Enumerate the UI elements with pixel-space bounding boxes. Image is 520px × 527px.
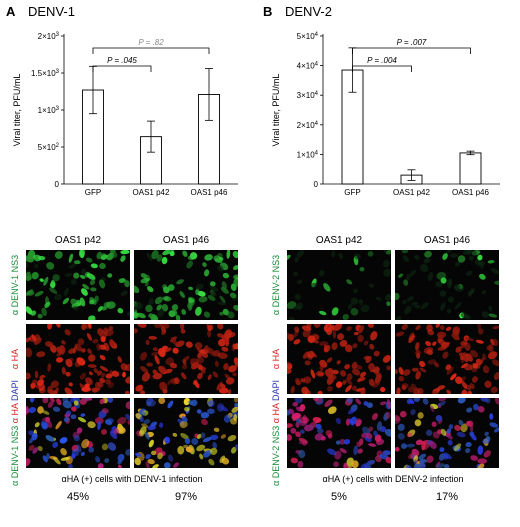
bar-oas1-p46 (459, 152, 482, 185)
micrograph-green-oas1-p46 (134, 250, 238, 320)
micrograph-red-oas1-p46 (395, 324, 499, 394)
micrograph-green-oas1-p42 (26, 250, 130, 320)
micrograph-green-oas1-p46 (395, 250, 499, 320)
panel-b-title: DENV-2 (285, 4, 332, 19)
p-value-label: P = .045 (107, 56, 137, 65)
row-label: α HA (271, 349, 281, 369)
footnote: αHA (+) cells with DENV-2 infection (322, 474, 463, 484)
x-category-label: OAS1 p46 (452, 188, 489, 197)
micrograph-merge-oas1-p42 (26, 398, 130, 468)
y-tick-label: 2×103 (38, 32, 60, 41)
row-label: α DENV-1 NS3 α HA DAPI (10, 380, 20, 486)
y-tick-label: 3×104 (297, 91, 319, 100)
column-header: OAS1 p42 (316, 235, 363, 246)
chart-denv2: 0 1×104 2×104 3×104 4×104 5×104 Viral titer, P… (271, 32, 500, 197)
y-tick-label: 4×104 (297, 62, 319, 71)
micrograph-red-oas1-p42 (26, 324, 130, 394)
micrograph-merge-oas1-p46 (395, 398, 499, 468)
percent-label: 45% (67, 491, 89, 503)
chart-denv1: 0 5×102 1×103 1.5×103 2×103 Viral titer, PFU/… (12, 32, 238, 197)
row-label: α DENV-2 NS3 α HA DAPI (271, 380, 281, 486)
significance-bracket (352, 47, 471, 54)
micrograph-green-oas1-p42 (287, 250, 391, 320)
percent-label: 17% (436, 491, 458, 503)
p-value-label: P = .007 (397, 38, 427, 47)
micrograph-grid-denv2: OAS1 p42 OAS1 p46 α DENV-2 NS3 α HA α DENV-2… (271, 235, 499, 503)
y-tick-label: 1.5×103 (31, 69, 60, 78)
error-bar (466, 150, 475, 156)
x-category-label: OAS1 p42 (393, 188, 430, 197)
y-tick-label: 5×104 (297, 32, 319, 41)
y-tick-label: 0 (55, 180, 60, 189)
footnote: αHA (+) cells with DENV-1 infection (61, 474, 202, 484)
y-tick-label: 0 (314, 180, 319, 189)
y-tick-label: 1×103 (38, 106, 60, 115)
row-label: α DENV-2 NS3 (271, 255, 281, 315)
y-axis-title: Viral titer, PFU/mL (271, 74, 281, 147)
panel-a-title: DENV-1 (28, 4, 75, 19)
micrograph-merge-oas1-p46 (134, 398, 238, 468)
error-bar (407, 169, 416, 181)
y-tick-label: 1×104 (297, 150, 319, 159)
y-tick-label: 2×104 (297, 121, 319, 130)
p-value-label: P = .82 (138, 38, 164, 47)
micrograph-red-oas1-p42 (287, 324, 391, 394)
x-category-label: GFP (85, 188, 101, 197)
error-bar (147, 120, 155, 153)
x-category-label: OAS1 p46 (191, 188, 228, 197)
panel-b-label: B (263, 4, 272, 19)
micrograph-red-oas1-p46 (134, 324, 238, 394)
micrograph-merge-oas1-p42 (287, 398, 391, 468)
column-header: OAS1 p46 (424, 235, 471, 246)
x-category-label: OAS1 p42 (133, 188, 170, 197)
row-label: α DENV-1 NS3 (10, 255, 20, 315)
significance-bracket (352, 65, 412, 72)
micrograph-grid-denv1: OAS1 p42 OAS1 p46 α DENV-1 NS3 α HA α DENV-1… (10, 235, 238, 503)
column-header: OAS1 p46 (163, 235, 210, 246)
y-axis-title: Viral titer, PFU/mL (12, 74, 22, 147)
y-tick-label: 5×102 (38, 143, 60, 152)
x-category-label: GFP (344, 188, 360, 197)
significance-bracket (92, 65, 152, 72)
p-value-label: P = .004 (367, 56, 397, 65)
error-bar (205, 68, 213, 121)
percent-label: 5% (331, 491, 347, 503)
row-label: α HA (10, 349, 20, 369)
percent-label: 97% (175, 491, 197, 503)
significance-bracket (92, 47, 210, 54)
column-header: OAS1 p42 (55, 235, 102, 246)
panel-a-label: A (6, 4, 16, 19)
